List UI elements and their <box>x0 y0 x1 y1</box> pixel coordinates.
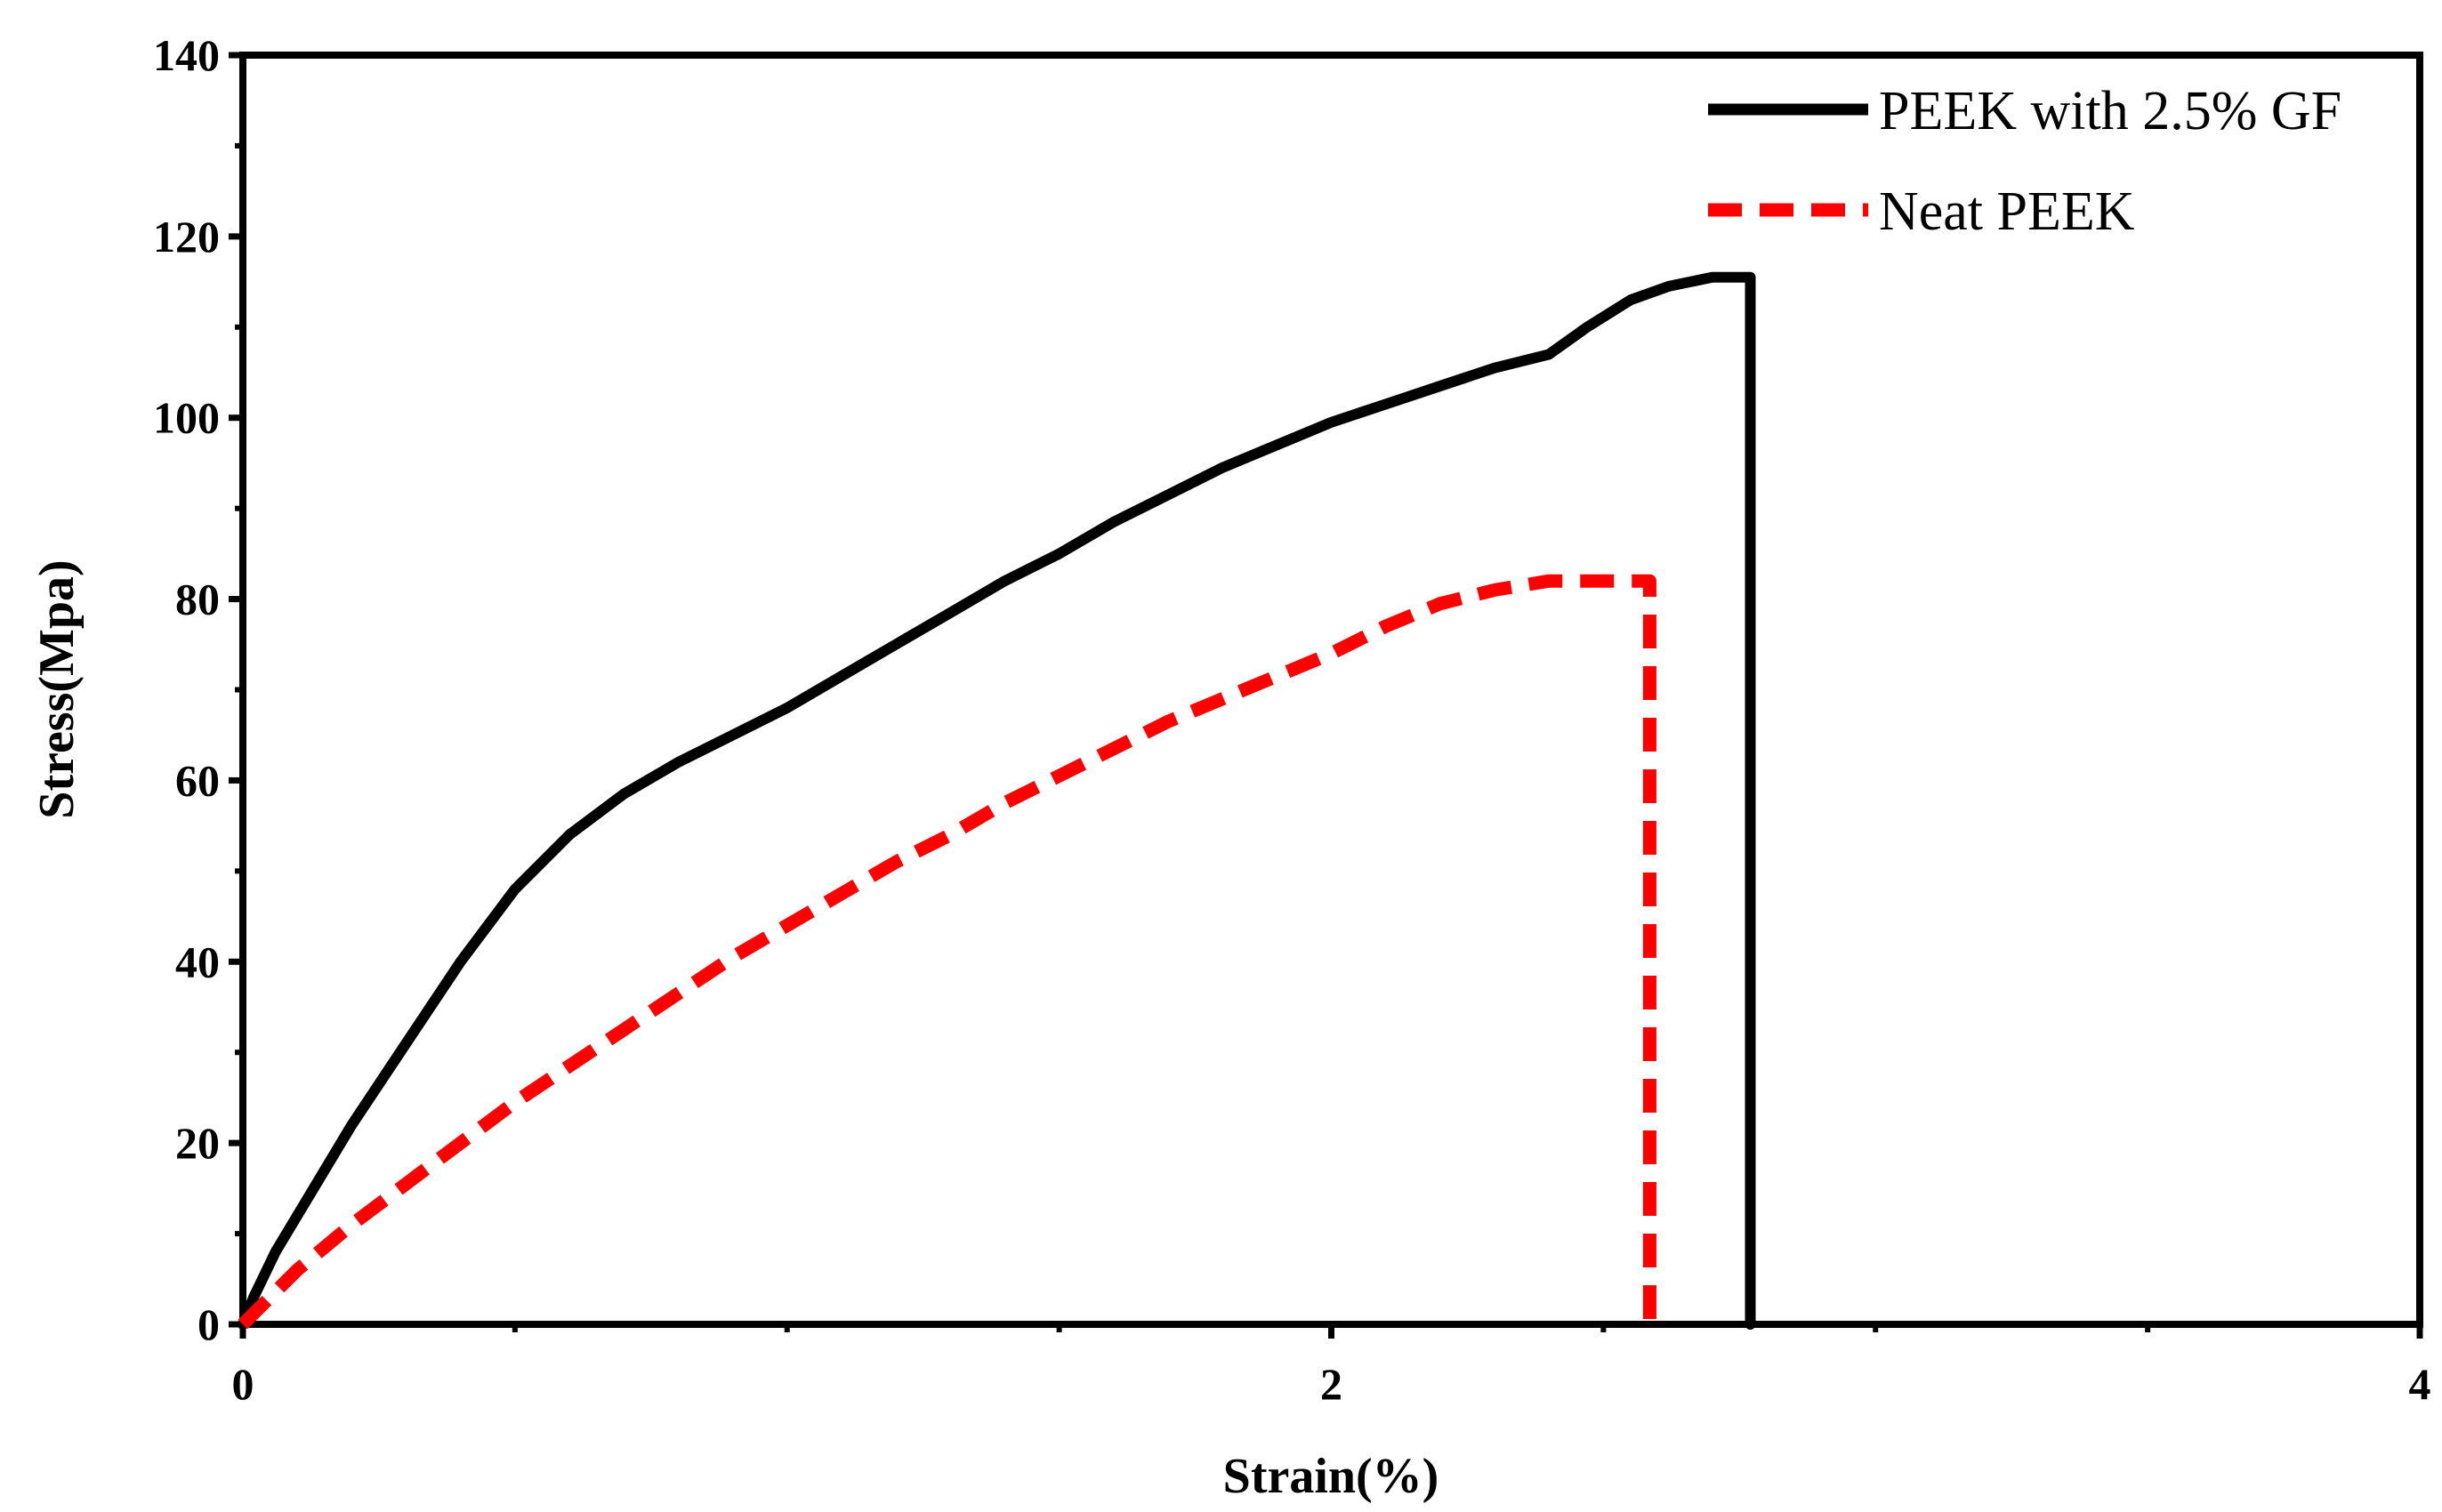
y-tick-label: 0 <box>197 1299 220 1349</box>
x-axis-ticks: 0 2 4 <box>232 1324 2431 1409</box>
x-tick-label: 4 <box>2409 1359 2431 1409</box>
x-tick-label: 0 <box>232 1359 254 1409</box>
y-tick-label: 60 <box>175 755 220 805</box>
y-tick-label: 20 <box>175 1118 220 1168</box>
x-tick-label: 2 <box>1320 1359 1342 1409</box>
y-axis-title: Stress(Mpa) <box>29 559 85 818</box>
legend-label-neat-peek: Neat PEEK <box>1879 181 2135 242</box>
y-tick-label: 40 <box>175 937 220 986</box>
y-tick-label: 80 <box>175 575 220 624</box>
legend: PEEK with 2.5% GF Neat PEEK <box>1708 81 2341 242</box>
y-tick-label: 120 <box>153 212 220 261</box>
series-line-1 <box>238 574 1656 1330</box>
plot-area <box>239 52 2423 1328</box>
series-line-0 <box>238 271 1756 1330</box>
series-layer <box>238 271 1756 1330</box>
y-axis-ticks: 0 20 40 60 80 100 120 140 <box>153 30 243 1349</box>
y-tick-label: 100 <box>153 393 220 443</box>
x-axis-title: Strain(%) <box>1223 1449 1439 1504</box>
legend-label-peek-gf: PEEK with 2.5% GF <box>1879 81 2341 141</box>
y-tick-label: 140 <box>153 30 220 80</box>
